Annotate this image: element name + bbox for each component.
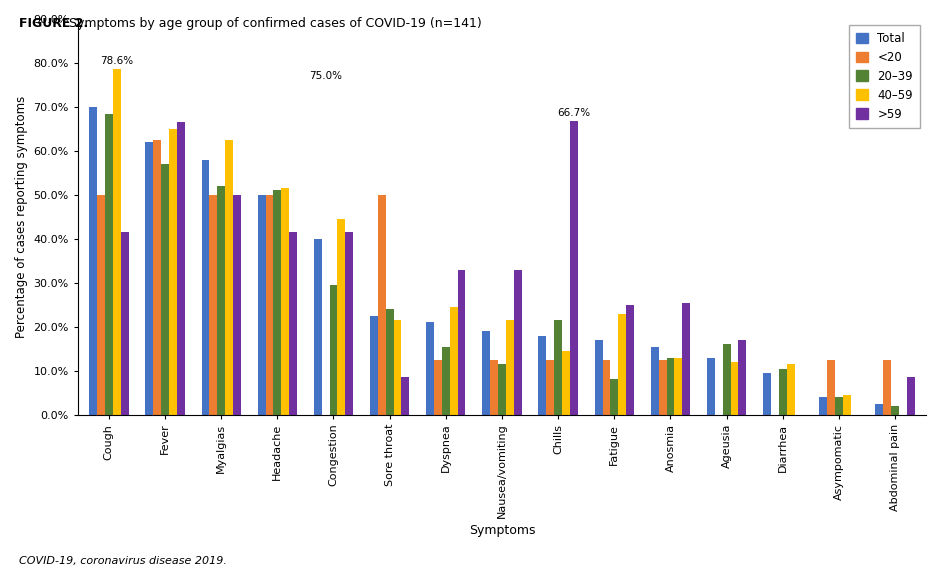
Bar	[153, 140, 161, 415]
Bar	[820, 397, 827, 415]
X-axis label: Symptoms: Symptoms	[469, 524, 535, 537]
Text: Symptoms by age group of confirmed cases of COVID-19 (n=141): Symptoms by age group of confirmed cases…	[65, 17, 482, 30]
Bar	[723, 344, 730, 415]
Bar	[779, 369, 787, 415]
Bar	[562, 351, 570, 415]
Text: 75.0%: 75.0%	[310, 71, 343, 82]
Bar	[442, 347, 450, 415]
Bar	[707, 358, 715, 415]
Legend: Total, <20, 20–39, 40–59, >59: Total, <20, 20–39, 40–59, >59	[849, 25, 920, 128]
Bar	[739, 340, 746, 415]
Text: COVID-19, coronavirus disease 2019.: COVID-19, coronavirus disease 2019.	[19, 557, 227, 566]
Bar	[506, 320, 514, 415]
Bar	[843, 395, 851, 415]
Bar	[884, 360, 891, 415]
Y-axis label: Percentage of cases reporting symptoms: Percentage of cases reporting symptoms	[15, 95, 28, 338]
Bar	[265, 195, 274, 415]
Bar	[338, 219, 345, 415]
Bar	[538, 336, 547, 415]
Bar	[675, 358, 682, 415]
Bar	[402, 377, 409, 415]
Bar	[787, 364, 794, 415]
Bar	[329, 285, 338, 415]
Bar	[434, 360, 442, 415]
Bar	[345, 232, 353, 415]
Bar	[498, 364, 506, 415]
Bar	[201, 160, 210, 415]
Bar	[618, 313, 626, 415]
Bar	[483, 331, 490, 415]
Bar	[875, 404, 884, 415]
Bar	[666, 358, 675, 415]
Bar	[258, 195, 265, 415]
Bar	[835, 397, 843, 415]
Bar	[233, 195, 241, 415]
Bar	[450, 307, 457, 415]
Bar	[570, 121, 578, 415]
Bar	[289, 232, 297, 415]
Bar	[281, 188, 289, 415]
Text: 78.6%: 78.6%	[100, 56, 134, 66]
Bar	[145, 142, 153, 415]
Text: FIGURE 2.: FIGURE 2.	[19, 17, 88, 30]
Bar	[97, 195, 104, 415]
Bar	[514, 270, 521, 415]
Bar	[274, 190, 281, 415]
Bar	[370, 316, 378, 415]
Bar	[490, 360, 498, 415]
Text: 66.7%: 66.7%	[557, 108, 590, 118]
Bar	[554, 320, 562, 415]
Bar	[89, 107, 97, 415]
Bar	[386, 309, 393, 415]
Bar	[651, 347, 659, 415]
Bar	[314, 239, 322, 415]
Bar	[161, 164, 169, 415]
Bar	[602, 360, 611, 415]
Bar	[393, 320, 402, 415]
Bar	[626, 305, 634, 415]
Bar	[225, 140, 233, 415]
Bar	[120, 232, 129, 415]
Bar	[763, 373, 771, 415]
Bar	[217, 186, 225, 415]
Bar	[611, 380, 618, 415]
Bar	[595, 340, 602, 415]
Bar	[177, 122, 184, 415]
Bar	[730, 362, 739, 415]
Bar	[113, 69, 120, 415]
Bar	[426, 323, 434, 415]
Bar	[907, 377, 915, 415]
Bar	[378, 195, 386, 415]
Bar	[659, 360, 666, 415]
Bar	[827, 360, 835, 415]
Bar	[891, 406, 899, 415]
Bar	[210, 195, 217, 415]
Bar	[169, 129, 177, 415]
Bar	[104, 113, 113, 415]
Bar	[682, 302, 690, 415]
Bar	[547, 360, 554, 415]
Bar	[457, 270, 466, 415]
